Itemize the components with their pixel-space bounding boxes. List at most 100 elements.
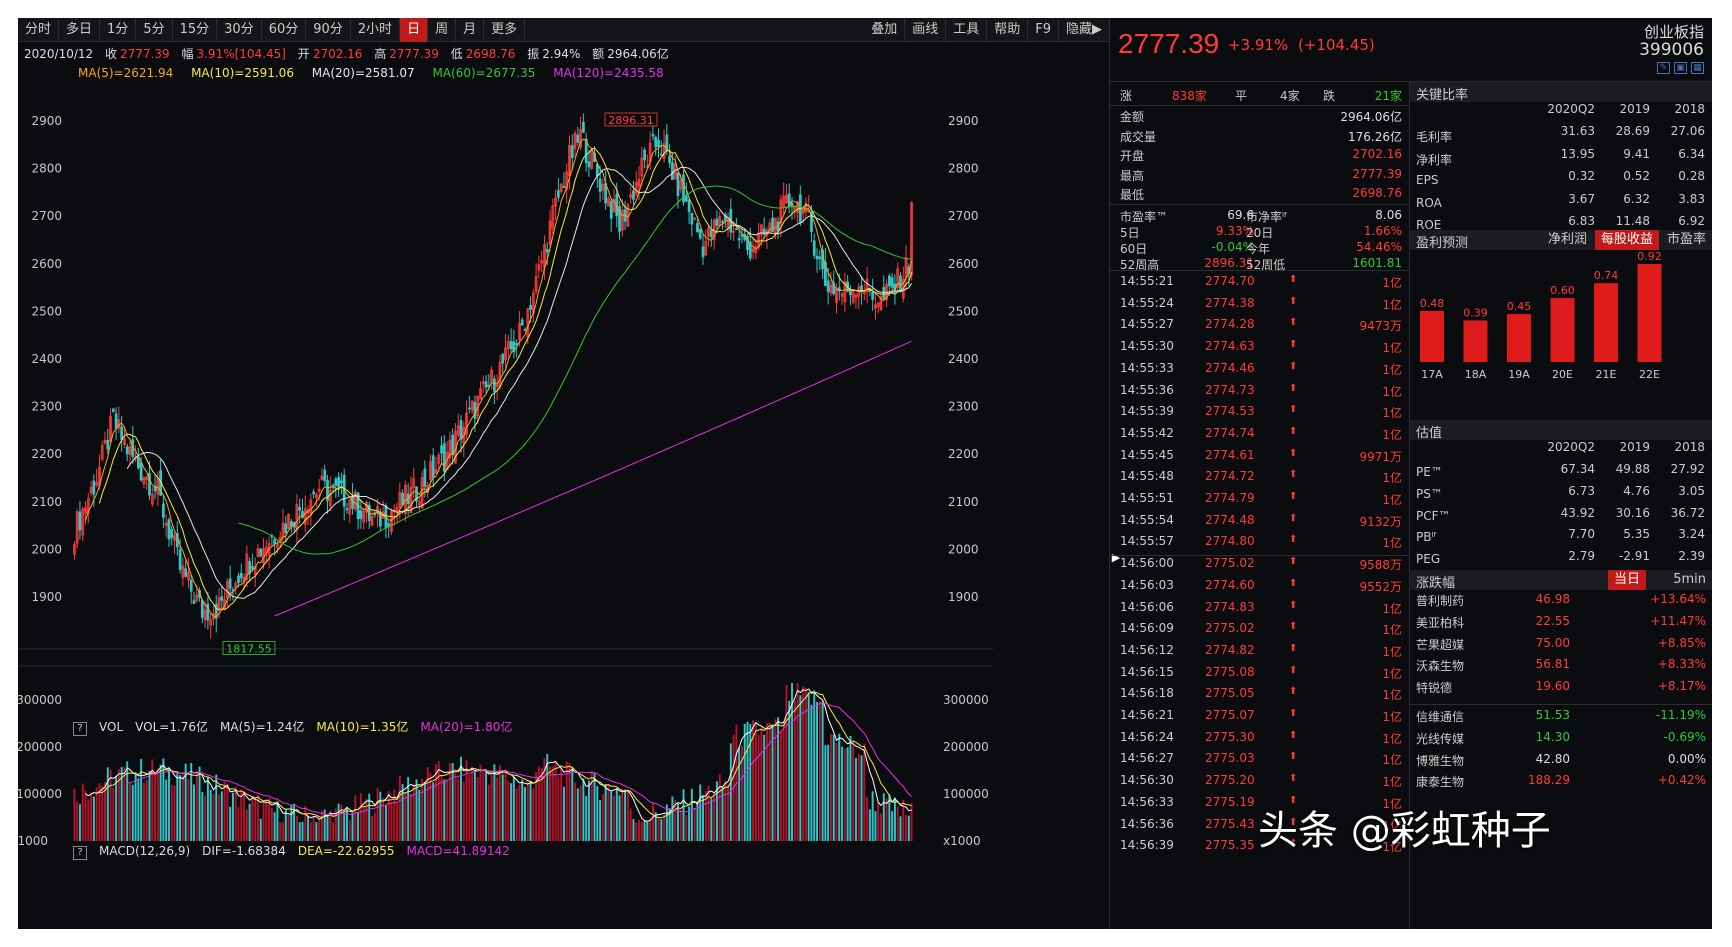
candle-body bbox=[704, 240, 708, 256]
candle-body bbox=[395, 507, 399, 512]
tool-button[interactable]: 叠加 bbox=[864, 17, 906, 42]
collapse-arrow-icon[interactable]: ▶ bbox=[1111, 551, 1121, 564]
candle-body bbox=[632, 190, 635, 200]
candle-body bbox=[682, 174, 685, 203]
volume-legend: ? VOL VOL=1.76亿 MA(5)=1.24亿 MA(10)=1.35亿 MA(2… bbox=[73, 718, 524, 736]
period-tab[interactable]: 分时 bbox=[18, 17, 60, 42]
volume-bar bbox=[154, 774, 157, 841]
section-tab[interactable]: 每股收益 bbox=[1594, 230, 1659, 250]
volume-bar bbox=[576, 788, 579, 841]
tick-price: 2775.43 bbox=[1205, 816, 1255, 831]
mover-row[interactable]: 普利制药 46.98 +13.64% bbox=[1410, 592, 1712, 614]
edit-icon[interactable]: ✎ bbox=[1657, 62, 1670, 74]
candle-body bbox=[737, 237, 741, 241]
mover-row[interactable]: 特锐德 19.60 +8.17% bbox=[1410, 679, 1712, 701]
section-header: 估值 bbox=[1410, 420, 1712, 441]
mover-row[interactable]: 光线传媒 14.30 -0.69% bbox=[1410, 730, 1712, 752]
volume-bar bbox=[276, 801, 279, 841]
volume-bar bbox=[601, 794, 604, 841]
volume-bar bbox=[290, 804, 293, 841]
candle-body bbox=[854, 294, 858, 298]
arrow-icon: ⬆ bbox=[1289, 794, 1298, 806]
volume-bar bbox=[493, 764, 496, 841]
volume-bar bbox=[763, 734, 766, 841]
candle-body bbox=[818, 256, 822, 260]
period-tab[interactable]: 日 bbox=[400, 17, 429, 42]
help-icon[interactable]: ? bbox=[73, 722, 87, 736]
period-tab[interactable]: 多日 bbox=[59, 17, 101, 42]
section-tab[interactable]: 净利润 bbox=[1547, 232, 1587, 247]
candle-body bbox=[209, 619, 213, 626]
ratio-label: EPS bbox=[1416, 173, 1439, 187]
section-tab[interactable]: 5min bbox=[1673, 572, 1706, 587]
eps-bar bbox=[1507, 314, 1531, 362]
tool-button[interactable]: 工具 bbox=[946, 17, 988, 42]
volume-bar bbox=[176, 773, 179, 841]
mover-row[interactable]: 沃森生物 56.81 +8.33% bbox=[1410, 657, 1712, 679]
column-label: 2020Q2 bbox=[1547, 102, 1595, 116]
help-icon[interactable]: ? bbox=[73, 846, 87, 860]
arrow-icon: ⬆ bbox=[1289, 317, 1298, 329]
section-tab[interactable]: 当日 bbox=[1607, 570, 1646, 590]
tick-row: 14:56:33 2775.19 ⬆ 1亿 bbox=[1110, 795, 1410, 819]
tool-button[interactable]: F9 bbox=[1028, 17, 1059, 42]
period-tab[interactable]: 90分 bbox=[306, 17, 351, 42]
eps-bar-label: 0.48 bbox=[1420, 297, 1445, 310]
volume-bar bbox=[713, 793, 716, 841]
period-tab[interactable]: 周 bbox=[428, 17, 457, 42]
volume-axis-label: 100000 bbox=[943, 787, 989, 801]
candle-body bbox=[86, 498, 90, 514]
volume-bar bbox=[409, 793, 412, 841]
tick-time: 14:55:57 bbox=[1120, 534, 1174, 549]
mover-row[interactable]: 康泰生物 188.29 +0.42% bbox=[1410, 773, 1712, 795]
candle-body bbox=[598, 178, 602, 192]
period-tab[interactable]: 30分 bbox=[217, 17, 262, 42]
volume-bar bbox=[462, 781, 465, 841]
volume-bar bbox=[885, 798, 888, 841]
period-tab[interactable]: 月 bbox=[456, 17, 485, 42]
grid-icon[interactable]: ▦ bbox=[1691, 62, 1704, 74]
breadth-down-label: 跌 bbox=[1323, 89, 1336, 103]
volume-bar bbox=[604, 784, 607, 841]
image-icon[interactable]: ▣ bbox=[1674, 62, 1687, 74]
change-absolute: (+104.45) bbox=[1298, 36, 1375, 54]
volume-bar bbox=[343, 812, 346, 841]
candle-body bbox=[206, 603, 210, 621]
volume-bar bbox=[860, 755, 863, 841]
candle-body bbox=[417, 501, 421, 505]
candle-body bbox=[826, 280, 830, 292]
volume-bar bbox=[270, 808, 273, 841]
period-tab[interactable]: 2小时 bbox=[351, 17, 401, 42]
tool-button[interactable]: 隐藏▶ bbox=[1059, 17, 1110, 42]
candle-body bbox=[109, 415, 112, 442]
mover-row[interactable]: 美亚柏科 22.55 +11.47% bbox=[1410, 614, 1712, 636]
candle-body bbox=[309, 499, 313, 514]
candle-body bbox=[715, 218, 719, 226]
mover-row[interactable]: 芒果超媒 75.00 +8.85% bbox=[1410, 636, 1712, 658]
kline-chart-area[interactable]: 2900 2900 2800 2800 2700 2700 2600 2600 2500 2500… bbox=[18, 84, 1110, 929]
volume-bar bbox=[796, 682, 799, 841]
candle-body bbox=[170, 529, 174, 539]
mover-row[interactable]: 博雅生物 42.80 0.00% bbox=[1410, 752, 1712, 774]
tick-price: 2775.03 bbox=[1205, 751, 1255, 766]
vol-title: VOL bbox=[99, 720, 124, 734]
period-tab[interactable]: 60分 bbox=[262, 17, 307, 42]
period-tab[interactable]: 5分 bbox=[136, 17, 173, 42]
period-tab[interactable]: 1分 bbox=[100, 17, 137, 42]
tool-button[interactable]: 帮助 bbox=[987, 17, 1029, 42]
candle-body bbox=[351, 496, 354, 509]
low-value: 2698.76 bbox=[465, 47, 516, 61]
candle-body bbox=[203, 609, 207, 621]
candle-body bbox=[879, 296, 883, 311]
kline-svg[interactable]: 2900 2900 2800 2800 2700 2700 2600 2600 2500 2500… bbox=[18, 84, 1110, 929]
period-tab[interactable]: 更多 bbox=[484, 17, 526, 42]
volume-bar bbox=[779, 731, 782, 841]
section-tab[interactable]: 市盈率 bbox=[1666, 232, 1706, 247]
tool-button[interactable]: 画线 bbox=[905, 17, 947, 42]
section-title: 盈利预测 bbox=[1416, 236, 1469, 251]
mover-row[interactable]: 信维通信 51.53 -11.19% bbox=[1410, 708, 1712, 730]
period-tab[interactable]: 15分 bbox=[173, 17, 218, 42]
candle-body bbox=[273, 539, 277, 544]
tick-time: 14:56:30 bbox=[1120, 773, 1174, 788]
vol-ma10: MA(10)=1.35亿 bbox=[316, 720, 409, 734]
